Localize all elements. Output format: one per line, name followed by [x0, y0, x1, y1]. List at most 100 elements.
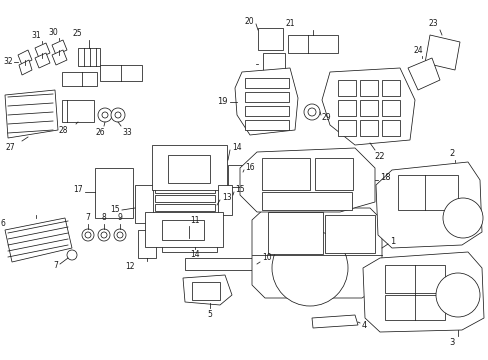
- Text: 19: 19: [217, 98, 227, 107]
- Bar: [287, 35, 337, 53]
- Text: 1: 1: [389, 238, 394, 247]
- Bar: [135, 185, 153, 223]
- Bar: [381, 100, 399, 116]
- Text: 24: 24: [412, 46, 422, 55]
- Polygon shape: [52, 40, 67, 55]
- Polygon shape: [321, 68, 414, 145]
- Bar: [244, 106, 288, 116]
- Polygon shape: [362, 252, 483, 332]
- Bar: [337, 80, 355, 96]
- Bar: [62, 100, 94, 122]
- Text: 27: 27: [5, 143, 15, 152]
- Text: 6: 6: [0, 219, 5, 228]
- Text: 22: 22: [374, 152, 385, 161]
- Bar: [227, 165, 242, 187]
- Polygon shape: [240, 148, 374, 212]
- Circle shape: [435, 273, 479, 317]
- Circle shape: [111, 108, 125, 122]
- Circle shape: [271, 230, 347, 306]
- Polygon shape: [375, 162, 481, 248]
- Bar: [325, 215, 374, 253]
- Polygon shape: [407, 58, 439, 90]
- Text: 29: 29: [321, 113, 331, 122]
- Circle shape: [67, 250, 77, 260]
- Text: 14: 14: [190, 250, 200, 259]
- Polygon shape: [311, 315, 357, 328]
- Bar: [244, 78, 288, 88]
- Bar: [62, 72, 97, 86]
- Text: 28: 28: [58, 126, 68, 135]
- Text: 3: 3: [448, 338, 454, 347]
- Text: 23: 23: [427, 19, 437, 28]
- Text: 18: 18: [379, 174, 390, 183]
- Bar: [95, 168, 133, 218]
- Circle shape: [82, 229, 94, 241]
- Bar: [155, 204, 215, 211]
- Bar: [244, 92, 288, 102]
- Text: 25: 25: [72, 29, 81, 38]
- Circle shape: [114, 229, 126, 241]
- Text: 11: 11: [190, 216, 199, 225]
- Text: 9: 9: [117, 213, 122, 222]
- Text: 31: 31: [31, 31, 41, 40]
- Bar: [184, 258, 254, 270]
- Text: 32: 32: [3, 58, 13, 67]
- Bar: [155, 168, 215, 175]
- Circle shape: [98, 229, 110, 241]
- Bar: [192, 282, 220, 300]
- Polygon shape: [18, 50, 32, 65]
- Text: 12: 12: [125, 262, 135, 271]
- Bar: [155, 186, 215, 193]
- Bar: [267, 212, 323, 254]
- Bar: [384, 265, 444, 293]
- Circle shape: [442, 198, 482, 238]
- Polygon shape: [235, 68, 297, 135]
- Polygon shape: [35, 53, 50, 68]
- Bar: [337, 100, 355, 116]
- Bar: [397, 175, 457, 210]
- Circle shape: [115, 112, 121, 118]
- Polygon shape: [251, 208, 381, 298]
- Bar: [155, 195, 215, 202]
- Bar: [78, 48, 100, 66]
- Text: 13: 13: [222, 194, 231, 202]
- Bar: [384, 295, 444, 320]
- Bar: [155, 213, 215, 220]
- Bar: [337, 120, 355, 136]
- Circle shape: [304, 104, 319, 120]
- Bar: [258, 28, 283, 50]
- Text: 26: 26: [95, 128, 104, 137]
- Bar: [218, 185, 231, 215]
- Bar: [314, 158, 352, 190]
- Text: 16: 16: [244, 163, 254, 172]
- Bar: [381, 120, 399, 136]
- Bar: [359, 120, 377, 136]
- Bar: [262, 158, 309, 190]
- Bar: [381, 80, 399, 96]
- Text: 7: 7: [85, 213, 90, 222]
- Text: 15: 15: [110, 206, 120, 215]
- Text: 30: 30: [48, 28, 58, 37]
- Text: 10: 10: [262, 253, 271, 262]
- Bar: [155, 177, 215, 184]
- Text: 7: 7: [53, 261, 58, 270]
- Polygon shape: [424, 35, 459, 70]
- Bar: [162, 238, 217, 252]
- Polygon shape: [19, 60, 32, 75]
- Bar: [262, 192, 351, 210]
- Bar: [100, 65, 142, 81]
- Bar: [263, 53, 285, 75]
- Text: 17: 17: [73, 185, 83, 194]
- Text: 21: 21: [285, 19, 294, 28]
- Text: 4: 4: [361, 320, 366, 329]
- Circle shape: [102, 112, 108, 118]
- Bar: [155, 222, 215, 229]
- Bar: [359, 80, 377, 96]
- Text: 5: 5: [207, 310, 212, 319]
- Text: 14: 14: [231, 144, 241, 153]
- Polygon shape: [5, 218, 72, 262]
- Bar: [244, 120, 288, 130]
- Text: 2: 2: [448, 149, 454, 158]
- Polygon shape: [5, 90, 58, 138]
- Text: 20: 20: [244, 18, 253, 27]
